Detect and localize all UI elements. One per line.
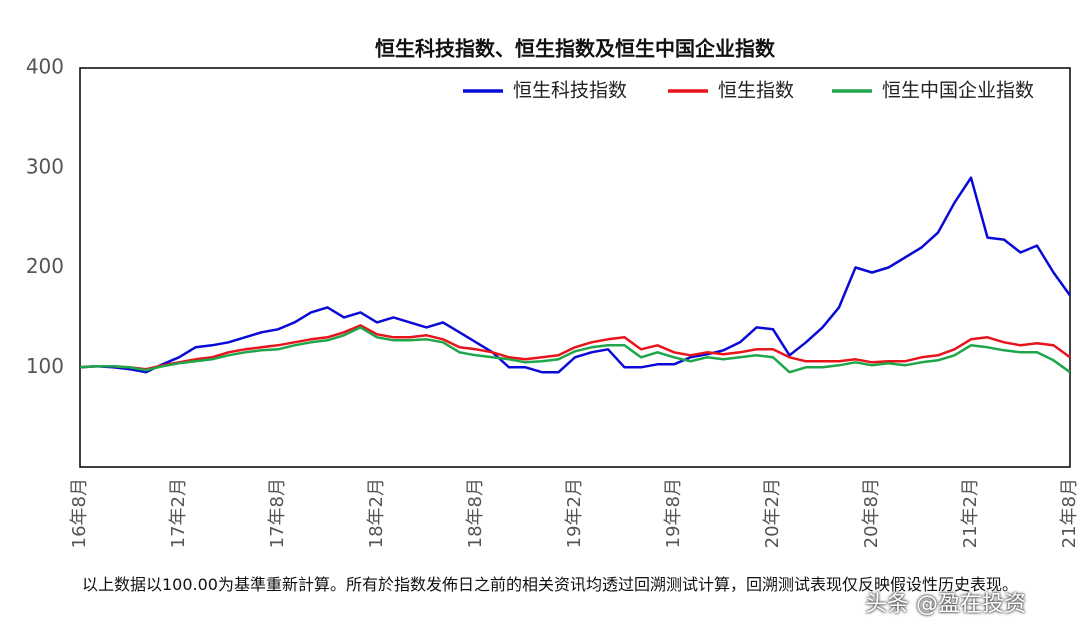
x-tick-label: 18年2月 — [366, 478, 387, 548]
x-tick-label: 17年2月 — [168, 478, 189, 548]
x-tick-label: 19年2月 — [564, 478, 585, 548]
footnote: 以上数据以100.00为基準重新計算。所有於指数发佈日之前的相关资讯均透过回溯测… — [82, 575, 1018, 594]
y-tick-label: 100 — [26, 354, 64, 378]
legend-label: 恒生中国企业指数 — [882, 80, 1034, 102]
series-line — [79, 324, 1071, 371]
y-tick-label: 300 — [26, 154, 64, 178]
legend-label: 恒生指数 — [718, 80, 794, 102]
x-tick-label: 19年8月 — [663, 478, 684, 548]
x-tick-label: 21年2月 — [960, 478, 981, 548]
x-tick-label: 20年2月 — [762, 478, 783, 548]
series-line — [79, 176, 1072, 374]
x-tick-label: 16年8月 — [69, 478, 90, 548]
y-tick-label: 200 — [26, 254, 64, 278]
x-tick-label: 18年8月 — [465, 478, 486, 548]
legend-label: 恒生科技指数 — [513, 80, 627, 102]
chart-title: 恒生科技指数、恒生指数及恒生中国企业指数 — [375, 37, 776, 61]
x-tick-label: 17年8月 — [267, 478, 288, 548]
series-line — [79, 326, 1071, 374]
x-tick-label: 20年8月 — [861, 478, 882, 548]
watermark: 头条 @盈在投资 — [865, 592, 1026, 617]
chart: 恒生科技指数、恒生指数及恒生中国企业指数 100 200 300 400 16年8月 17… — [26, 37, 1080, 549]
x-tick-label: 21年8月 — [1059, 478, 1080, 548]
y-tick-label: 400 — [26, 55, 64, 79]
plot-frame — [79, 67, 1071, 468]
